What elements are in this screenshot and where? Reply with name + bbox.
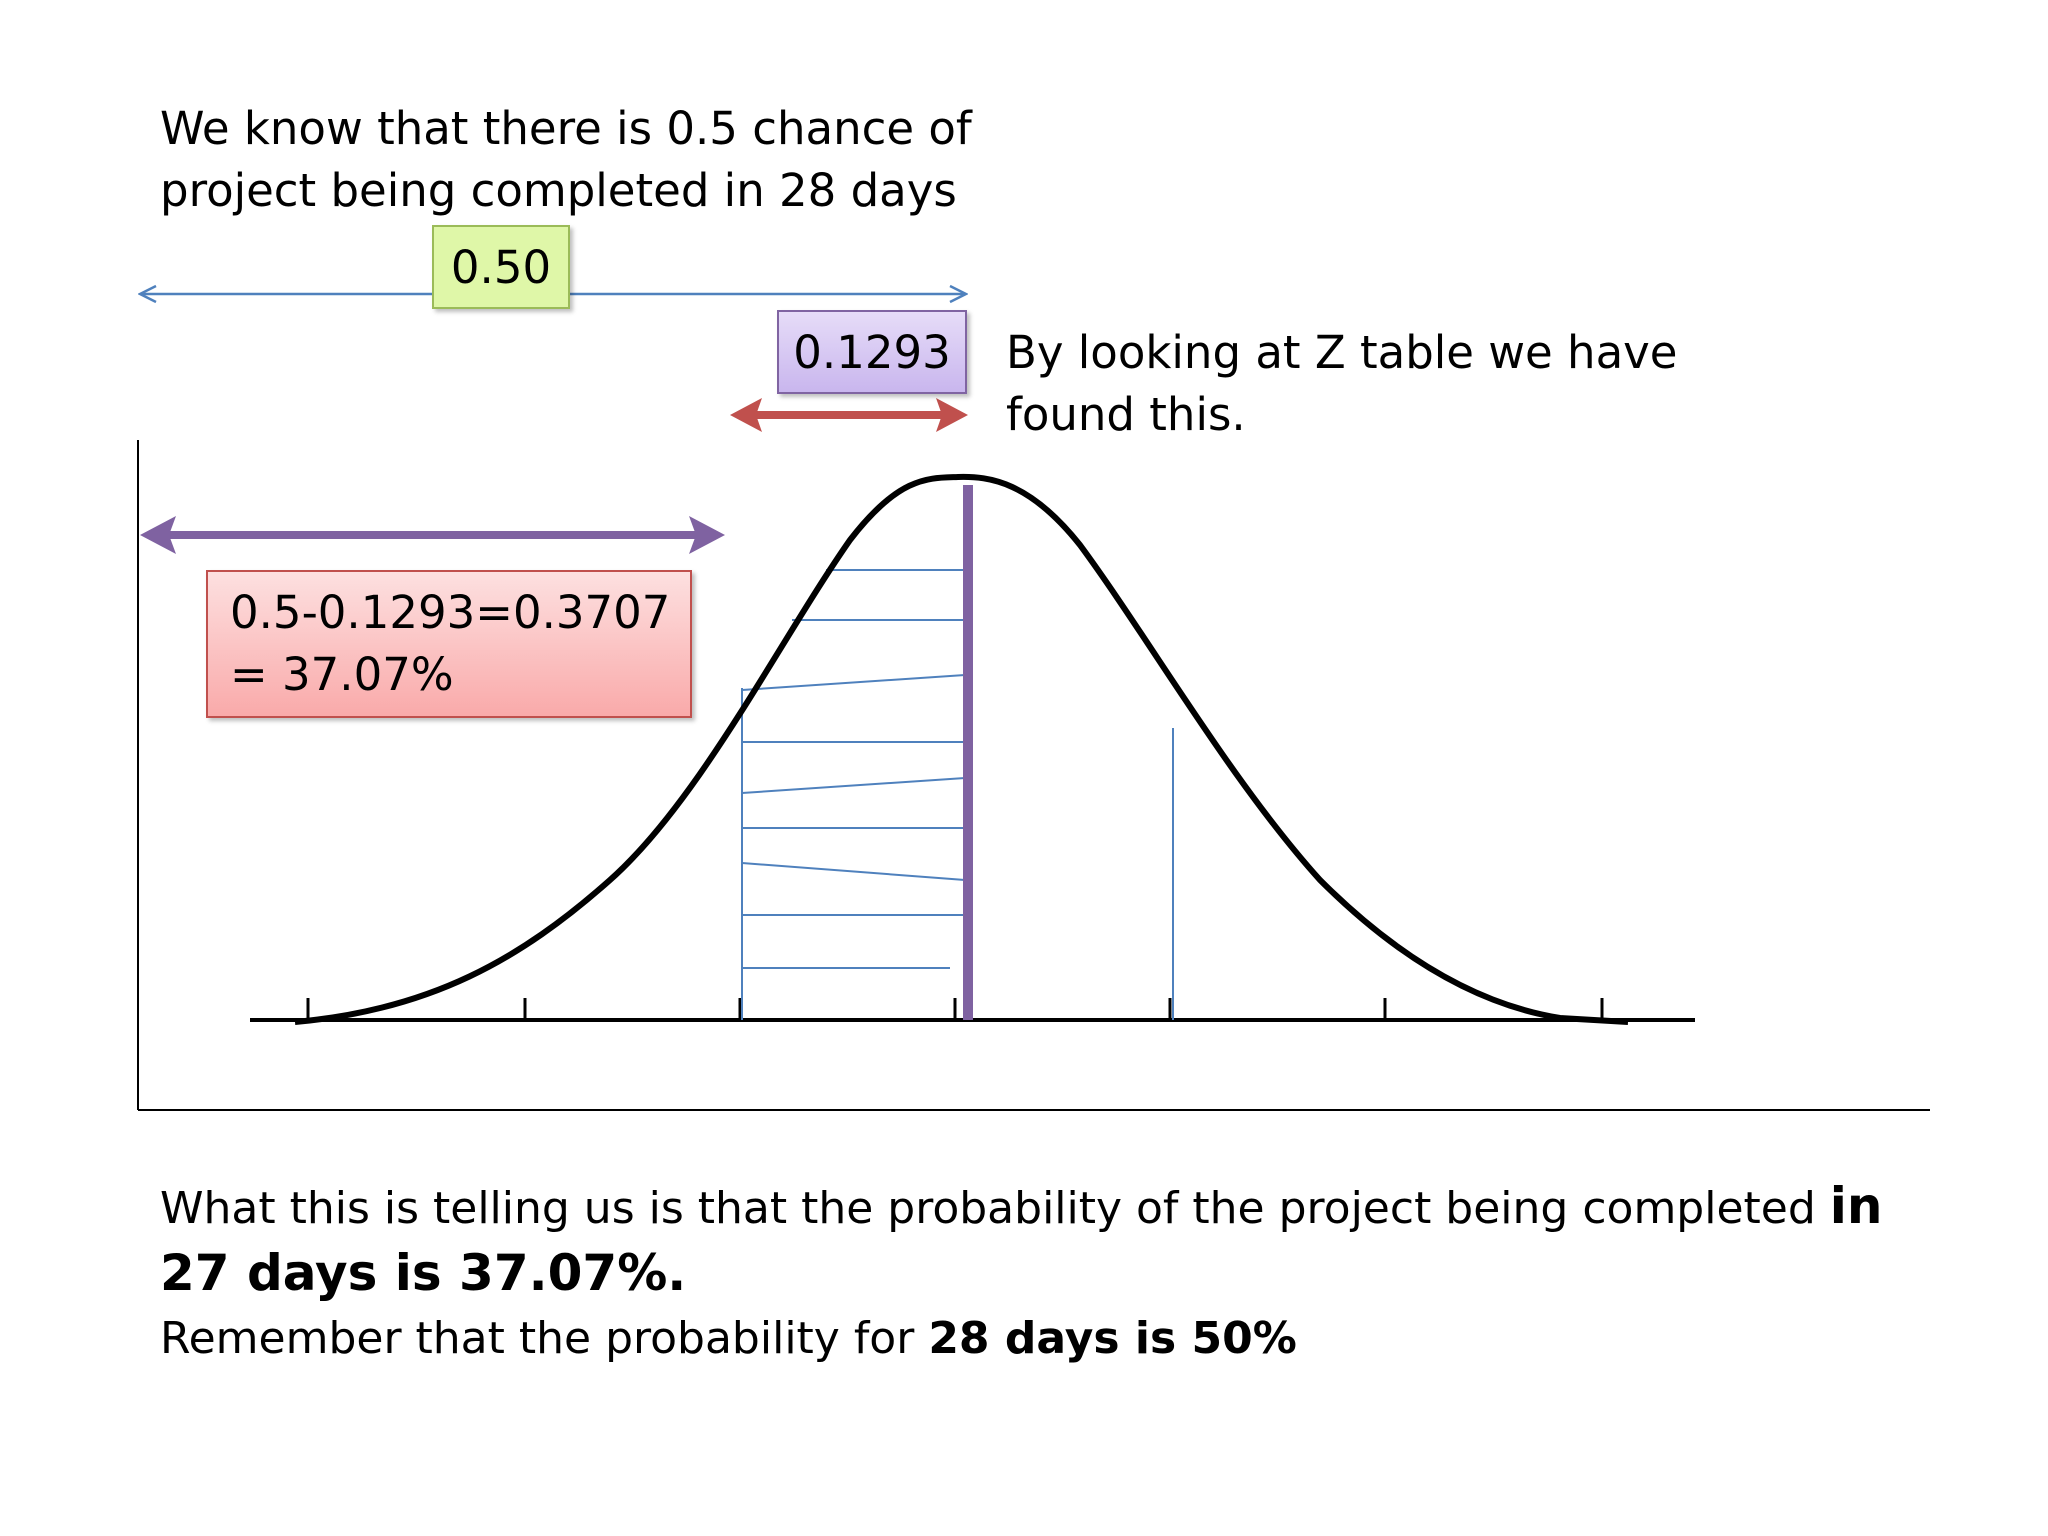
conclusion-line-3-text: Remember that the probability for — [160, 1313, 929, 1364]
hatch-line — [741, 777, 966, 794]
conclusion-line-3-bold: 28 days is 50% — [928, 1313, 1297, 1364]
conclusion-line-1: What this is telling us is that the prob… — [160, 1175, 1883, 1240]
conclusion-line-1-bold: in — [1829, 1177, 1883, 1235]
half-probability-box: 0.50 — [432, 225, 570, 309]
hatch-line — [741, 862, 966, 881]
z-note-line-1: By looking at Z table we have — [1006, 326, 1678, 379]
z-range-arrow — [730, 398, 968, 432]
intro-line-2: project being completed in 28 days — [160, 164, 957, 217]
bell-curve — [294, 473, 1629, 1025]
hatch-line — [741, 674, 966, 691]
conclusion-line-3: Remember that the probability for 28 day… — [160, 1308, 1297, 1370]
calculation-line-2: = 37.07% — [230, 648, 454, 701]
z-value-box: 0.1293 — [777, 310, 967, 394]
calculation-box: 0.5-0.1293=0.3707 = 37.07% — [206, 570, 692, 718]
calculation-line-1: 0.5-0.1293=0.3707 — [230, 586, 671, 639]
shaded-region-hatching — [741, 569, 1174, 1020]
intro-line-1: We know that there is 0.5 chance of — [160, 102, 972, 155]
baseline-ticks — [306, 998, 1604, 1020]
remainder-range-arrow — [140, 516, 725, 554]
conclusion-line-2-bold: 27 days is 37.07%. — [160, 1244, 687, 1302]
conclusion-line-1-text: What this is telling us is that the prob… — [160, 1183, 1830, 1234]
z-note-line-2: found this. — [1006, 388, 1246, 441]
conclusion-line-2: 27 days is 37.07%. — [160, 1242, 686, 1306]
